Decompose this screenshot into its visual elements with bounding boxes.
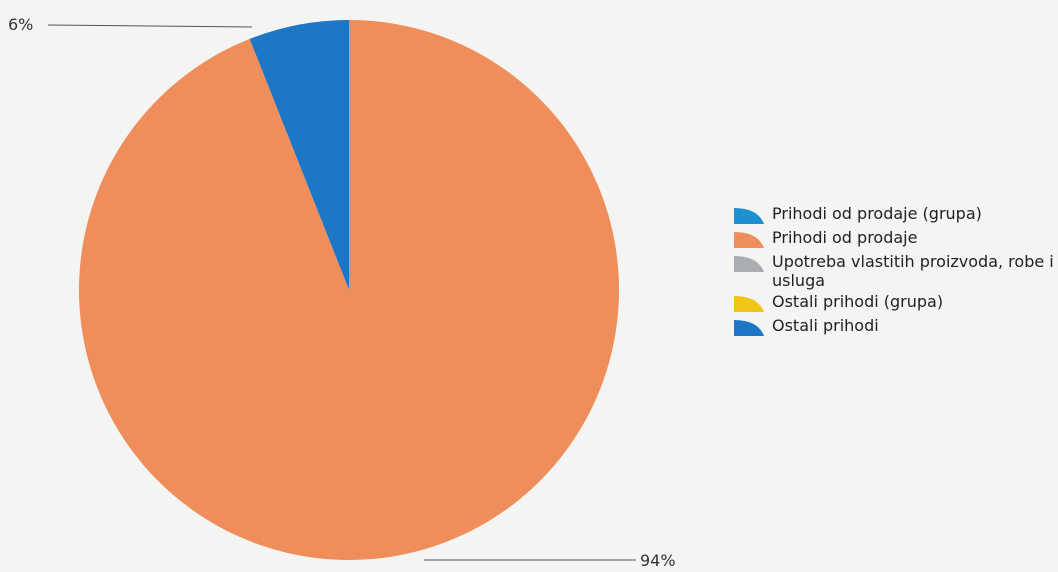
legend-item: Prihodi od prodaje (grupa) (732, 204, 1058, 226)
legend-item: Upotreba vlastitih proizvoda, robe i usl… (732, 252, 1058, 290)
legend-swatch (734, 232, 764, 248)
legend-item: Ostali prihodi (grupa) (732, 292, 1058, 314)
leader-line (47, 24, 253, 28)
legend-swatch-shape (734, 256, 764, 272)
pie-slice (79, 20, 620, 560)
legend-label: Prihodi od prodaje (772, 228, 918, 247)
legend-label: Ostali prihodi (772, 316, 879, 335)
legend-label: Prihodi od prodaje (grupa) (772, 204, 982, 223)
legend-swatch-shape (734, 320, 764, 336)
legend-swatch-shape (734, 232, 764, 248)
legend-swatch (734, 320, 764, 336)
pie-slice (249, 20, 349, 290)
legend: Prihodi od prodaje (grupa) Prihodi od pr… (732, 204, 1058, 338)
data-label: 94% (640, 551, 676, 570)
legend-swatch-shape (734, 208, 764, 224)
legend-swatch (734, 208, 764, 224)
legend-swatch (734, 296, 764, 312)
legend-label: Ostali prihodi (grupa) (772, 292, 944, 311)
legend-swatch-shape (734, 296, 764, 312)
legend-item: Prihodi od prodaje (732, 228, 1058, 250)
legend-item: Ostali prihodi (732, 316, 1058, 338)
legend-swatch (734, 256, 764, 272)
legend-label: Upotreba vlastitih proizvoda, robe i usl… (772, 252, 1054, 290)
data-label: 6% (8, 15, 33, 34)
